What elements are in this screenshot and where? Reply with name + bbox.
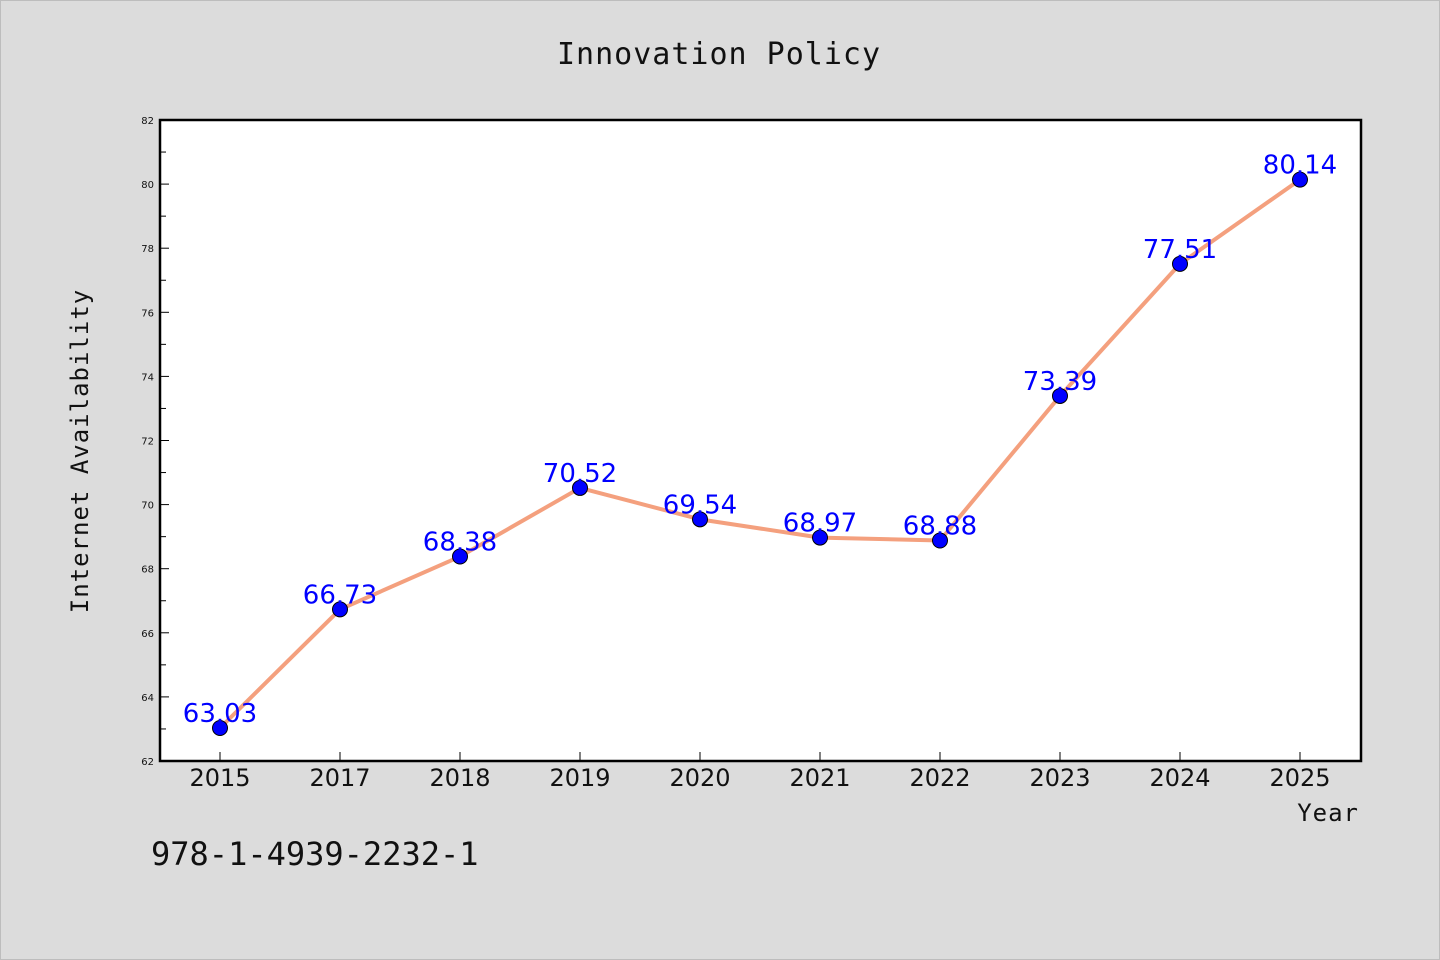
data-point <box>1052 387 1068 404</box>
footer-code: 978-1-4939-2232-1 <box>151 835 479 873</box>
data-label: 70.52 <box>543 459 617 489</box>
data-label: 68.38 <box>423 528 497 558</box>
y-tick-label: 78 <box>141 244 154 255</box>
data-label: 73.39 <box>1023 367 1097 397</box>
x-axis: 2015 2017 2018 2019 2020 2021 2022 2023 2024 2025 <box>189 752 1331 792</box>
x-tick-label: 2021 <box>789 764 850 792</box>
data-point <box>692 511 708 528</box>
data-labels: 63.03 66.73 68.38 70.52 69.54 68.97 68.88 73.39… <box>183 151 1337 729</box>
data-point <box>1292 171 1308 188</box>
data-point <box>212 719 228 736</box>
data-label: 80.14 <box>1263 151 1337 181</box>
y-tick-label: 76 <box>141 308 154 319</box>
y-tick-label: 72 <box>141 437 154 448</box>
y-tick-label: 68 <box>141 565 154 576</box>
data-label: 69.54 <box>663 490 737 520</box>
y-tick-label: 82 <box>141 116 154 127</box>
data-point <box>452 548 468 565</box>
data-point <box>1172 255 1188 272</box>
y-tick-label: 66 <box>141 629 154 640</box>
x-tick-label: 2017 <box>309 764 370 792</box>
y-tick-label: 80 <box>141 180 154 191</box>
x-tick-label: 2020 <box>669 764 730 792</box>
x-tick-label: 2025 <box>1269 764 1330 792</box>
data-point <box>812 529 828 546</box>
data-label: 77.51 <box>1143 235 1217 265</box>
data-point <box>932 532 948 549</box>
y-axis: 62 64 66 68 70 72 74 76 78 80 82 <box>141 116 169 768</box>
data-label: 66.73 <box>303 580 377 610</box>
data-label: 68.97 <box>783 509 857 539</box>
x-axis-title: Year <box>1297 799 1359 827</box>
plot-area <box>160 120 1361 761</box>
data-label: 63.03 <box>183 699 257 729</box>
x-tick-label: 2024 <box>1149 764 1210 792</box>
data-label: 68.88 <box>903 511 977 541</box>
x-tick-label: 2019 <box>549 764 610 792</box>
y-tick-label: 70 <box>141 501 154 512</box>
x-tick-label: 2015 <box>189 764 250 792</box>
data-point <box>572 479 588 496</box>
y-tick-label: 64 <box>141 693 154 704</box>
series-group <box>212 171 1308 736</box>
series-line <box>218 177 1302 730</box>
y-tick-label: 62 <box>141 757 154 768</box>
chart-title: Innovation Policy <box>557 37 881 72</box>
x-tick-label: 2018 <box>429 764 490 792</box>
y-tick-label: 74 <box>141 372 154 383</box>
x-tick-label: 2023 <box>1029 764 1090 792</box>
data-point <box>332 601 348 618</box>
plot-frame <box>158 118 1363 763</box>
x-tick-label: 2022 <box>909 764 970 792</box>
y-axis-title: Internet Availability <box>66 289 94 613</box>
